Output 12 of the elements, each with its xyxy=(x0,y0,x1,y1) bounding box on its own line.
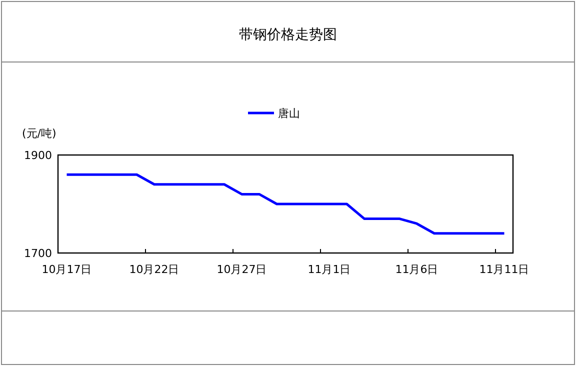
y-tick-label: 1900 xyxy=(24,149,52,162)
x-tick-label: 11月1日 xyxy=(308,263,351,276)
x-tick-label: 10月17日 xyxy=(42,263,92,276)
x-tick-label: 11月6日 xyxy=(395,263,438,276)
chart-title: 带钢价格走势图 xyxy=(239,27,337,43)
legend-label: 唐山 xyxy=(278,107,300,120)
line-series xyxy=(66,173,506,235)
x-tick-label: 11月11日 xyxy=(479,263,530,276)
x-tick-label: 10月22日 xyxy=(129,263,180,276)
x-tick-label: 10月27日 xyxy=(216,263,267,276)
y-tick-label: 1700 xyxy=(24,247,52,260)
y-axis-title: (元/吨) xyxy=(22,127,56,140)
